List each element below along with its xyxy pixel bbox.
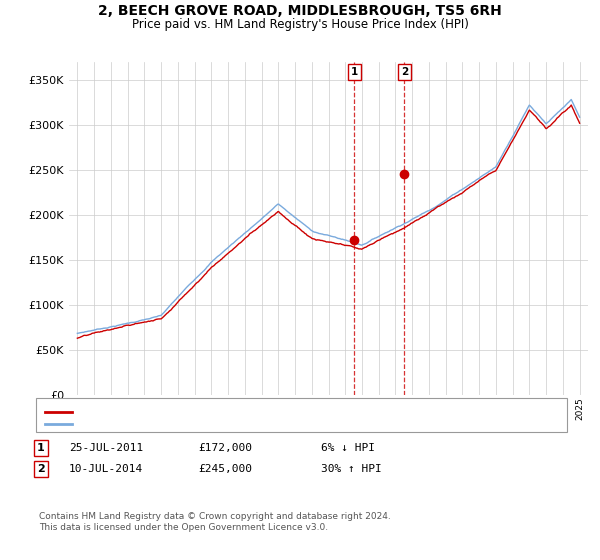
- Text: 2, BEECH GROVE ROAD, MIDDLESBROUGH, TS5 6RH (detached house): 2, BEECH GROVE ROAD, MIDDLESBROUGH, TS5 …: [75, 407, 442, 417]
- Text: 2, BEECH GROVE ROAD, MIDDLESBROUGH, TS5 6RH: 2, BEECH GROVE ROAD, MIDDLESBROUGH, TS5 …: [98, 4, 502, 18]
- Text: 1: 1: [37, 443, 44, 453]
- Text: 1: 1: [351, 67, 358, 77]
- Text: £245,000: £245,000: [198, 464, 252, 474]
- Text: Contains HM Land Registry data © Crown copyright and database right 2024.
This d: Contains HM Land Registry data © Crown c…: [39, 512, 391, 532]
- Text: £172,000: £172,000: [198, 443, 252, 453]
- Text: HPI: Average price, detached house, Middlesbrough: HPI: Average price, detached house, Midd…: [75, 419, 345, 430]
- Text: Price paid vs. HM Land Registry's House Price Index (HPI): Price paid vs. HM Land Registry's House …: [131, 18, 469, 31]
- Text: 10-JUL-2014: 10-JUL-2014: [69, 464, 143, 474]
- Text: 2: 2: [401, 67, 408, 77]
- Text: 25-JUL-2011: 25-JUL-2011: [69, 443, 143, 453]
- Text: 30% ↑ HPI: 30% ↑ HPI: [321, 464, 382, 474]
- Text: 6% ↓ HPI: 6% ↓ HPI: [321, 443, 375, 453]
- Text: 2: 2: [37, 464, 44, 474]
